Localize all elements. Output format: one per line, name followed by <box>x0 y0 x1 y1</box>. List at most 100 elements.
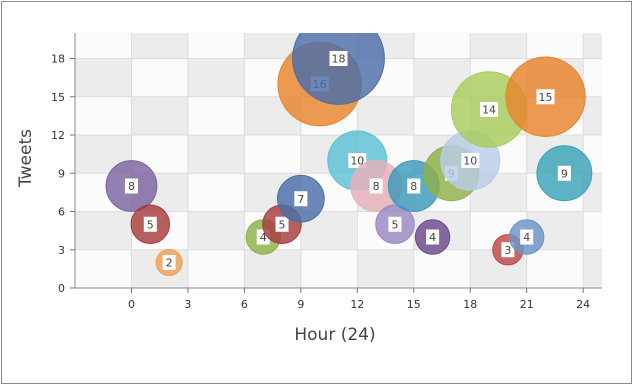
bubble: 9 <box>536 145 593 202</box>
bubble-label-box <box>275 216 289 232</box>
bubble-label: 7 <box>297 193 304 206</box>
bubble: 4 <box>414 219 451 255</box>
plot-background-cell <box>526 249 584 288</box>
plot-background-cell <box>187 58 245 97</box>
plot-background-cell <box>187 96 245 135</box>
plot-background-cell <box>244 249 301 288</box>
bubble-label: 3 <box>504 244 511 257</box>
bubble-label-box <box>143 216 157 232</box>
x-tick-label: 18 <box>463 298 477 311</box>
plot-background-cell <box>583 58 602 97</box>
bubble-label-box <box>329 51 348 66</box>
plot-background-cell <box>413 249 471 288</box>
x-axis-title: Hour (24) <box>294 325 375 345</box>
y-tick-label: 3 <box>58 244 65 257</box>
plot-background-cell <box>357 249 414 288</box>
plot-background-cell <box>583 33 602 59</box>
plot-background-cell <box>75 249 132 288</box>
bubble-label-box <box>162 255 176 270</box>
bubble-label: 8 <box>128 180 135 193</box>
y-tick-label: 12 <box>51 129 65 142</box>
x-tick-label: 24 <box>576 298 590 311</box>
bubble-label-box <box>461 153 480 168</box>
x-axis-ticks: 0 3 6 9 12 15 18 21 24 <box>128 288 590 311</box>
y-tick-label: 9 <box>58 167 65 180</box>
bubble: 4 <box>509 219 545 255</box>
bubble: 5 <box>375 204 415 244</box>
bubble-label: 8 <box>410 180 417 193</box>
bubble-circle <box>292 33 385 105</box>
plot-background-cell <box>131 33 188 59</box>
bubble-label: 2 <box>166 257 173 270</box>
bubble-label-box <box>124 178 138 194</box>
plot-background-cell <box>75 211 132 250</box>
bubble: 2 <box>155 248 183 277</box>
x-tick-label: 3 <box>184 298 191 311</box>
plot-background-cell <box>357 96 414 135</box>
bubble-label-box <box>388 216 402 232</box>
bubble: 5 <box>130 204 171 244</box>
bubble-label: 10 <box>350 155 364 168</box>
bubble-label-box <box>407 178 421 194</box>
y-tick-label: 18 <box>51 53 65 66</box>
bubble-label: 4 <box>429 231 436 244</box>
plot-background-cell <box>187 249 245 288</box>
bubble-label-box <box>520 229 534 245</box>
plot-background-cell <box>470 33 527 59</box>
plot-background-cell <box>75 58 132 97</box>
bubble-label-box <box>480 102 499 117</box>
plot-background-cell <box>583 96 602 135</box>
plot-background-cell <box>187 173 245 212</box>
bubble: 18 <box>292 33 385 105</box>
plot-background-cell <box>526 33 584 59</box>
bubble-label: 14 <box>482 104 496 117</box>
axes <box>74 33 602 289</box>
y-axis-ticks: 0 3 6 9 12 15 18 <box>51 53 75 295</box>
bubble: 7 <box>277 174 325 223</box>
plot-background-cell <box>131 96 188 135</box>
bubble: 8 <box>350 160 403 212</box>
plot-background-cell <box>300 249 358 288</box>
plot-background-cell <box>187 135 245 174</box>
plot-background-cell <box>75 33 132 59</box>
plot-background-cell <box>413 33 471 59</box>
bubble-label: 5 <box>147 218 154 231</box>
bubble: 8 <box>105 160 158 212</box>
bubble-label: 8 <box>373 180 380 193</box>
y-tick-label: 6 <box>58 206 65 219</box>
plot-background-cell <box>131 58 188 97</box>
bubble-label: 18 <box>332 53 346 66</box>
plot-background-cell <box>187 211 245 250</box>
bubble-label: 9 <box>561 167 568 180</box>
x-tick-label: 15 <box>407 298 421 311</box>
bubble-label-box <box>536 89 555 105</box>
bubbles: 85245716181085849101434159 <box>105 33 593 277</box>
bubble-label: 5 <box>391 218 398 231</box>
plot-background-cell <box>583 211 602 250</box>
bubble-label: 4 <box>523 231 530 244</box>
x-tick-label: 9 <box>297 298 304 311</box>
x-tick-label: 12 <box>350 298 364 311</box>
plot-background-cell <box>187 33 245 59</box>
bubble-label: 5 <box>279 218 286 231</box>
x-tick-label: 6 <box>241 298 248 311</box>
bubble-label-box <box>348 153 367 168</box>
plot-background-cell <box>75 96 132 135</box>
y-tick-label: 15 <box>51 91 65 104</box>
plot-background-cell <box>244 135 301 174</box>
bubble-label: 10 <box>463 155 477 168</box>
bubble: 15 <box>505 56 586 137</box>
bubble-label-box <box>294 191 308 207</box>
y-tick-label: 0 <box>58 282 65 295</box>
bubble-label-box <box>501 242 515 258</box>
x-tick-label: 21 <box>520 298 534 311</box>
bubble-label-box <box>557 165 571 181</box>
bubble-label: 4 <box>260 231 267 244</box>
bubble-label-box <box>369 178 383 194</box>
bubble-label-box <box>426 229 440 245</box>
plot-background-cell <box>583 249 602 288</box>
y-axis-title: Tweets <box>16 129 36 188</box>
bubble-label: 15 <box>539 91 553 104</box>
x-tick-label: 0 <box>128 298 135 311</box>
